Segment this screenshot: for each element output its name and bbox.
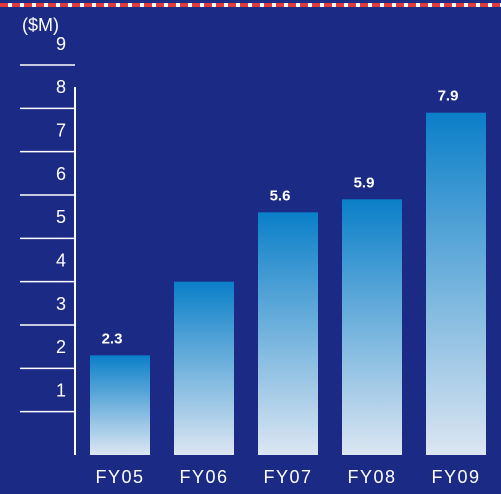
value-label: 2.3: [102, 330, 123, 347]
y-tick-label: 3: [56, 294, 66, 314]
x-tick-label: FY07: [263, 467, 312, 487]
y-tick-label: 4: [56, 250, 66, 270]
value-label: 7.9: [438, 88, 459, 105]
bar: [342, 199, 402, 455]
y-tick-label: 2: [56, 337, 66, 357]
bar: [426, 112, 486, 456]
y-tick-label: 8: [56, 77, 66, 97]
value-label: 5.6: [270, 187, 291, 204]
x-tick-label: FY06: [179, 467, 228, 487]
y-axis-label: ($M): [22, 15, 59, 35]
y-tick-label: 5: [56, 207, 66, 227]
y-tick-label: 7: [56, 120, 66, 140]
x-tick-label: FY05: [95, 467, 144, 487]
y-tick-label: 6: [56, 164, 66, 184]
bar: [90, 355, 150, 455]
bar: [174, 281, 234, 455]
bar: [258, 212, 318, 455]
y-tick-label: 9: [56, 34, 66, 54]
value-label: 5.9: [354, 174, 375, 191]
y-tick-label: 1: [56, 380, 66, 400]
x-tick-label: FY09: [431, 467, 480, 487]
x-tick-label: FY08: [347, 467, 396, 487]
